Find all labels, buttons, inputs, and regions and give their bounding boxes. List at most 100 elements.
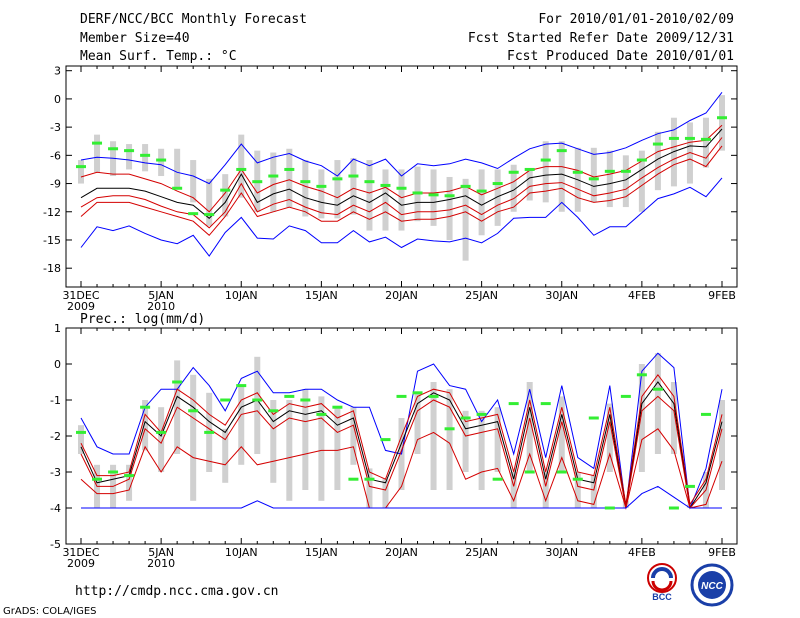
temp-median-mark xyxy=(668,136,679,140)
temp-median-mark xyxy=(188,212,199,216)
prec-spread-bar xyxy=(142,400,149,451)
prec-spread-bar xyxy=(158,407,165,472)
temp-xtick-label: 5JAN xyxy=(148,289,174,302)
temp-xtick-label: 9FEB xyxy=(708,289,736,302)
temp-spread-bar xyxy=(94,134,101,173)
prec-xtick-label: 9FEB xyxy=(708,546,736,559)
temp-spread-bar xyxy=(126,144,133,170)
prec-spread-bar xyxy=(526,382,533,472)
footer-credit: GrADS: COLA/IGES xyxy=(3,606,97,617)
temp-spread-bar xyxy=(222,174,229,217)
prec-median-mark xyxy=(156,430,167,434)
temp-spread-bar xyxy=(462,178,469,261)
temp-spread-bar xyxy=(606,150,613,208)
prec-spread-bar xyxy=(286,400,293,501)
prec-median-mark xyxy=(572,477,583,481)
prec-spread-bar xyxy=(78,425,84,454)
temp-median-mark xyxy=(412,191,423,195)
temp-xtick-label: 25JAN xyxy=(465,289,498,302)
temp-median-mark xyxy=(620,169,631,173)
temp-median-mark xyxy=(332,177,343,181)
temp-xtick-sublabel: 2010 xyxy=(147,300,175,313)
prec-xtick-label: 5JAN xyxy=(148,546,174,559)
header-period: For 2010/01/01-2010/02/09 xyxy=(538,12,734,27)
prec-median-mark xyxy=(412,391,423,395)
prec-series-lower2 xyxy=(80,428,723,510)
temp-median-mark xyxy=(236,167,247,171)
temp-spread-bar xyxy=(158,148,165,177)
header-title: DERF/NCC/BCC Monthly Forecast xyxy=(80,12,307,27)
temp-median-mark xyxy=(140,153,151,157)
ncc-logo: NCC xyxy=(690,563,734,607)
temp-median-mark xyxy=(636,158,647,162)
precip-panel-title: Prec.: log(mm/d) xyxy=(80,312,205,327)
temp-median-mark xyxy=(444,194,455,198)
prec-spread-bar xyxy=(606,403,613,472)
temp-spread-bar xyxy=(382,169,389,231)
temp-spread-bar xyxy=(286,148,293,208)
prec-median-mark xyxy=(300,398,311,402)
temp-xtick-label: 31DEC xyxy=(62,289,99,302)
prec-median-mark xyxy=(476,412,487,416)
temp-median-mark xyxy=(700,137,711,141)
prec-median-mark xyxy=(284,394,295,398)
prec-median-mark xyxy=(380,438,391,442)
temp-spread-bar xyxy=(142,144,149,172)
header-start-date: Fcst Started Refer Date 2009/12/31 xyxy=(468,31,734,46)
temp-spread-bar xyxy=(719,95,725,151)
prec-median-mark xyxy=(332,405,343,409)
prec-median-mark xyxy=(76,430,86,434)
prec-median-mark xyxy=(236,384,247,388)
prec-spread-bar xyxy=(222,428,229,483)
prec-ytick-label: -1 xyxy=(50,394,61,407)
prec-spread-bar xyxy=(270,400,277,483)
prec-xtick-sublabel: 2010 xyxy=(147,557,175,570)
temp-spread-bar xyxy=(654,131,661,191)
temp-median-mark xyxy=(348,174,359,178)
prec-spread-bar xyxy=(719,400,725,490)
svg-text:BCC: BCC xyxy=(652,592,672,602)
temp-ytick-label: -18 xyxy=(43,262,61,275)
prec-ytick-label: -2 xyxy=(50,430,61,443)
prec-median-mark xyxy=(396,394,407,398)
temp-median-mark xyxy=(508,170,519,174)
temp-spread-bar xyxy=(702,117,709,168)
prec-spread-bar xyxy=(366,468,373,508)
temp-median-mark xyxy=(92,141,103,145)
prec-xtick-label: 4FEB xyxy=(628,546,656,559)
prec-series-min xyxy=(81,485,722,509)
prec-series-mean xyxy=(80,381,723,510)
temp-ytick-label: 3 xyxy=(54,65,61,78)
temp-ytick-label: -9 xyxy=(50,178,61,191)
prec-median-mark xyxy=(684,484,695,488)
temp-ytick-label: -12 xyxy=(43,206,61,219)
prec-spread-bar xyxy=(558,396,565,472)
prec-median-mark xyxy=(492,477,503,481)
temp-series-upper xyxy=(80,124,723,213)
temp-median-mark xyxy=(156,158,167,162)
prec-spread-bar xyxy=(126,464,133,501)
prec-median-mark xyxy=(620,394,631,398)
prec-xtick-label: 30JAN xyxy=(545,546,578,559)
temp-spread-bar xyxy=(78,160,84,184)
temp-spread-bar xyxy=(206,178,213,226)
temp-spread-bar xyxy=(558,141,565,212)
temp-spread-bar xyxy=(334,160,341,219)
prec-spread-bar xyxy=(350,407,357,465)
temp-spread-bar xyxy=(430,169,437,226)
temp-spread-bar xyxy=(398,169,405,231)
temp-spread-bar xyxy=(590,147,597,203)
prec-spread-bar xyxy=(638,364,645,472)
prec-series-upper xyxy=(80,373,723,506)
temp-ytick-label: 0 xyxy=(54,93,61,106)
temp-median-mark xyxy=(172,186,183,190)
prec-median-mark xyxy=(124,474,135,478)
temp-median-mark xyxy=(476,189,487,193)
prec-series-max xyxy=(80,352,723,509)
temp-median-mark xyxy=(108,147,119,151)
temp-spread-bar xyxy=(174,148,181,189)
header-variable: Mean Surf. Temp.: °C xyxy=(80,49,237,64)
temp-xtick-label: 4FEB xyxy=(628,289,656,302)
prec-xtick-label: 10JAN xyxy=(225,546,258,559)
